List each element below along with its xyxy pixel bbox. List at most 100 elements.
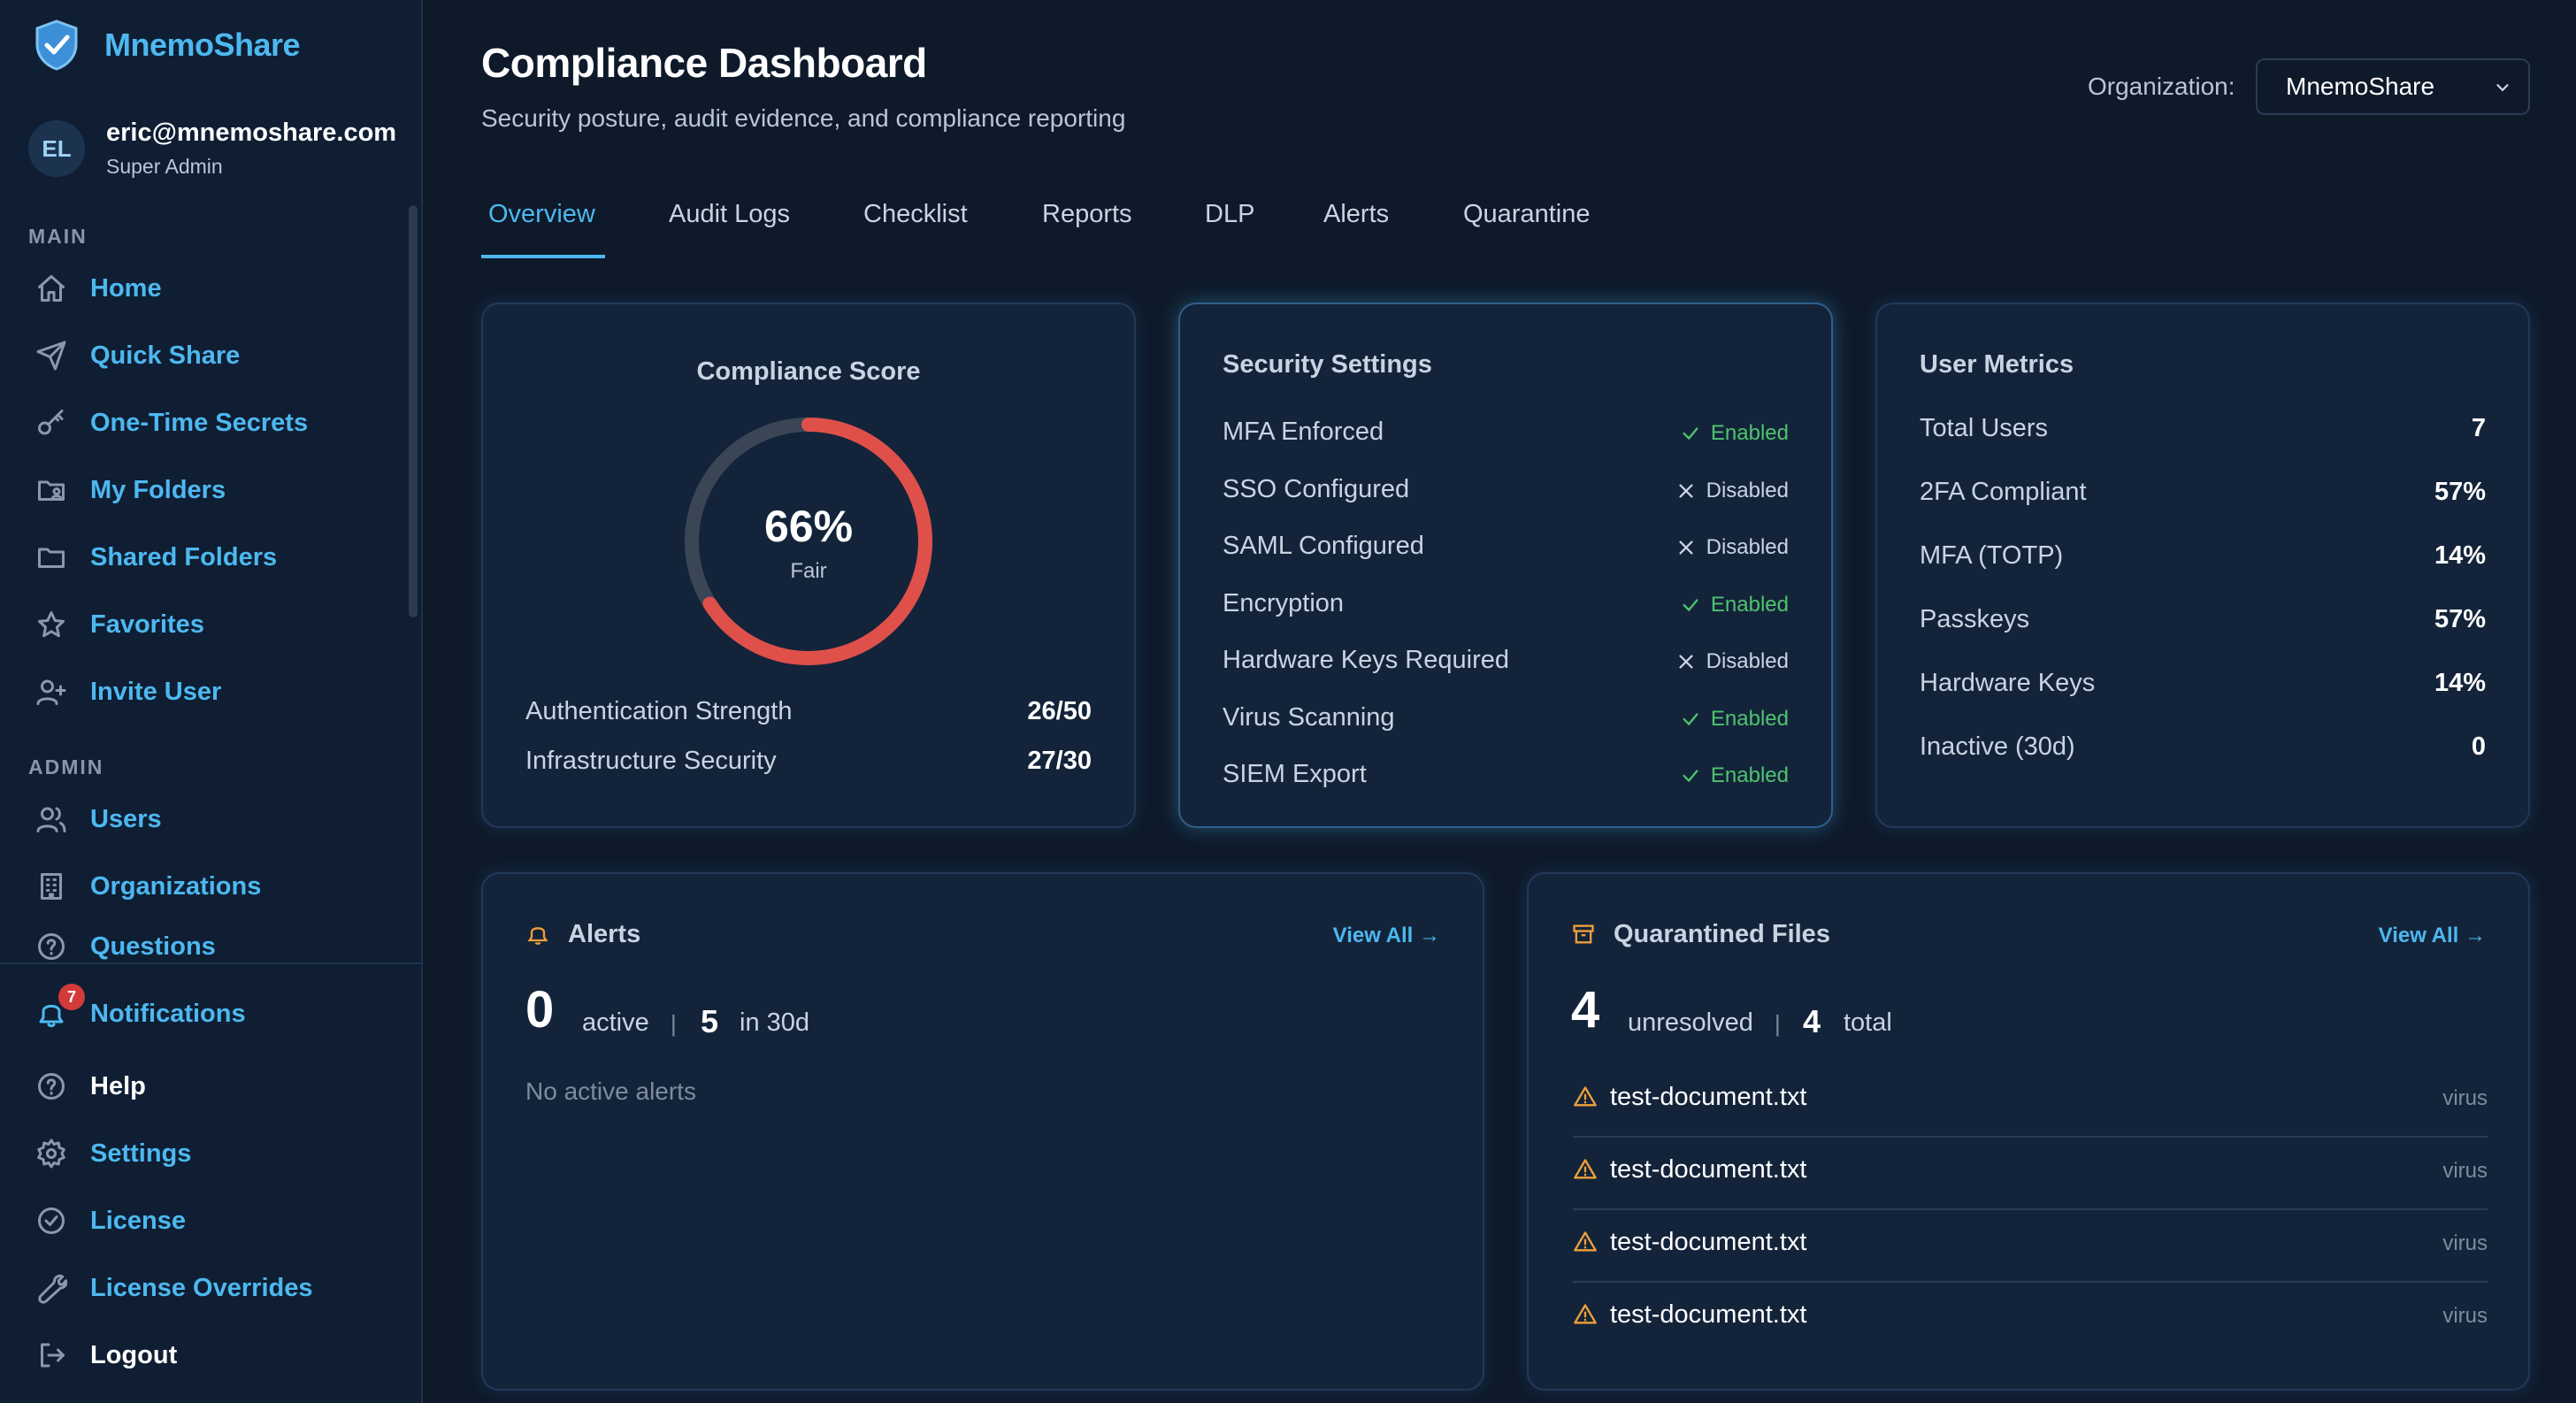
infra-security-label: Infrastructure Security [525,747,777,775]
tab-dlp[interactable]: DLP [1205,200,1255,228]
security-setting-label: Encryption [1223,588,1345,617]
separator: | [671,1010,677,1037]
brand[interactable]: MnemoShare [34,19,301,71]
security-setting-label: Virus Scanning [1223,702,1395,732]
active-tab-indicator [481,255,605,258]
tab-audit-logs[interactable]: Audit Logs [669,200,791,228]
warning-icon [1574,1159,1597,1179]
metric-label: Total Users [1920,414,2049,442]
file-name: test-document.txt [1610,1083,1807,1111]
sidebar-item-label: Organizations [90,871,262,901]
file-name: test-document.txt [1610,1300,1807,1329]
sidebar-item-invite-user[interactable]: Invite User [34,667,221,717]
avatar: EL [28,120,85,177]
brand-name: MnemoShare [104,27,301,63]
auth-strength-label: Authentication Strength [525,697,793,725]
sidebar-item-label: Home [90,273,162,303]
page-title: Compliance Dashboard [481,40,927,86]
check-icon [1683,712,1698,725]
sidebar-item-label: Questions [90,932,216,961]
bell-icon: 7 [34,984,85,1031]
sidebar-item-quick-share[interactable]: Quick Share [34,331,240,380]
tab-quarantine[interactable]: Quarantine [1463,200,1591,228]
security-setting-label: Hardware Keys Required [1223,646,1509,674]
sidebar-item-home[interactable]: Home [34,264,162,313]
quarantine-unresolved-label: unresolved [1628,1008,1753,1037]
sidebar-item-one-time-secrets[interactable]: One-Time Secrets [34,398,308,448]
sidebar-item-label: One-Time Secrets [90,408,309,437]
quarantine-view-all-link[interactable]: View All → [2378,924,2486,947]
quarantine-reason: virus [2442,1086,2488,1110]
sidebar-item-label: License [90,1206,186,1235]
check-icon [1683,770,1698,783]
sidebar-item-logout[interactable]: Logout [34,1330,177,1380]
notification-count-badge: 7 [58,984,85,1010]
send-icon [34,338,69,373]
sidebar-item-shared-folders[interactable]: Shared Folders [34,533,277,582]
sidebar-item-license[interactable]: License [34,1196,186,1246]
alerts-view-all-link[interactable]: View All → [1332,924,1440,947]
bell-icon [527,927,548,945]
sidebar-item-my-folders[interactable]: My Folders [34,465,226,515]
key-icon [34,405,69,441]
tab-reports[interactable]: Reports [1042,200,1132,228]
sidebar-item-favorites[interactable]: Favorites [34,600,204,649]
sidebar-item-settings[interactable]: Settings [34,1129,191,1178]
metric-label: Hardware Keys [1920,669,2096,697]
sidebar-item-notifications[interactable]: 7 Notifications [34,984,246,1039]
user-profile[interactable]: EL eric@mnemoshare.com Super Admin [28,119,396,179]
organization-select[interactable]: MnemoShare [2256,58,2530,115]
warning-icon [1574,1304,1597,1324]
sidebar-scrollbar[interactable] [409,205,418,617]
quarantined-file-row[interactable]: test-document.txt virus [1573,1065,2488,1138]
metric-value: 14% [2434,541,2486,570]
x-icon [1679,655,1693,669]
user-role: Super Admin [106,155,223,178]
quarantined-file-row[interactable]: test-document.txt virus [1573,1138,2488,1210]
sidebar-item-users[interactable]: Users [34,794,162,844]
sidebar-item-label: Notifications [90,999,246,1028]
folder-user-icon [34,472,69,508]
x-icon [1679,483,1693,498]
security-setting-status: Enabled [1710,763,1789,787]
file-name: test-document.txt [1610,1228,1807,1256]
sidebar-item-license-overrides[interactable]: License Overrides [34,1263,312,1313]
sidebar-item-label: Quick Share [90,341,241,370]
quarantine-unresolved-count: 4 [1571,981,1600,1039]
user-plus-icon [34,674,69,709]
compliance-score-value: 66% [763,502,854,551]
metric-value: 7 [2471,414,2486,442]
file-name: test-document.txt [1610,1155,1807,1184]
quarantined-file-row[interactable]: test-document.txt virus [1573,1283,2488,1355]
x-icon [1679,540,1693,555]
alerts-30d-label: in 30d [740,1008,810,1037]
metric-label: Passkeys [1920,605,2030,633]
status-disabled: Disabled [1676,535,1789,560]
tab-checklist[interactable]: Checklist [863,200,968,228]
sidebar: MnemoShare EL eric@mnemoshare.com Super … [0,0,423,1403]
tab-alerts[interactable]: Alerts [1323,200,1390,228]
quarantine-total-label: total [1844,1008,1892,1037]
check-icon [1683,427,1698,441]
sidebar-item-label: Invite User [90,677,222,706]
page-subtitle: Security posture, audit evidence, and co… [481,104,1126,132]
user-email: eric@mnemoshare.com [106,119,397,147]
logout-icon [34,1338,69,1373]
tab-overview[interactable]: Overview [488,200,595,228]
quarantined-file-row[interactable]: test-document.txt virus [1573,1210,2488,1283]
quarantine-reason: virus [2442,1159,2488,1183]
sidebar-item-questions[interactable]: Questions [34,929,216,964]
sidebar-item-organizations[interactable]: Organizations [34,862,261,911]
quarantine-reason: virus [2442,1304,2488,1328]
compliance-score-ring [685,418,932,665]
status-enabled: Enabled [1681,763,1789,788]
organization-select-value: MnemoShare [2286,73,2435,100]
security-setting-status: Disabled [1706,478,1789,502]
alerts-card: Alerts View All → 0 active | 5 in 30d No… [481,872,1484,1391]
separator: | [1775,1010,1781,1037]
badge-check-icon [34,1203,69,1238]
quarantine-reason: virus [2442,1231,2488,1255]
metric-value: 57% [2434,605,2486,633]
user-metrics-card: User Metrics Total Users 7 2FA Compliant… [1875,303,2530,828]
sidebar-item-help[interactable]: Help [34,1062,146,1111]
